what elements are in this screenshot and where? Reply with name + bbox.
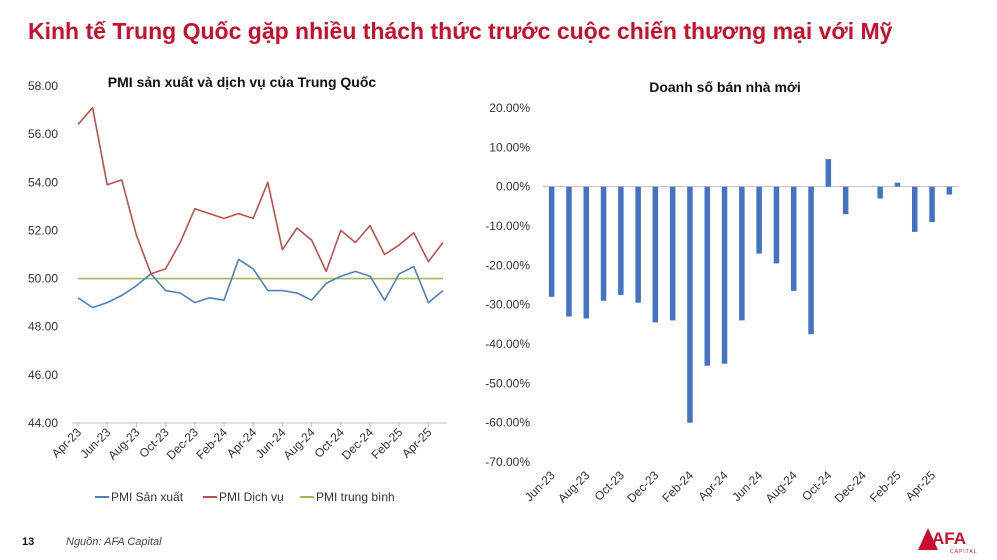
x-tick-label: Apr-24 (695, 468, 731, 504)
x-tick-label: Feb-25 (867, 468, 904, 505)
bar-May-25 (946, 186, 953, 195)
x-tick-label: Dec-24 (832, 468, 869, 505)
x-tick-label: Dec-23 (624, 468, 661, 505)
x-tick-label: Dec-24 (339, 425, 376, 462)
bar-Aug-24 (791, 186, 797, 291)
bar-Apr-25 (929, 186, 935, 223)
x-tick-label: Feb-25 (369, 425, 406, 462)
y-tick-label: 54.00 (28, 175, 58, 189)
x-tick-label: Feb-24 (193, 425, 230, 462)
y-tick-label: 0.00% (496, 180, 530, 194)
y-tick-label: 46.00 (28, 368, 58, 382)
bar-Dec-23 (652, 186, 659, 323)
bar-Feb-25 (894, 182, 901, 187)
afa-capital-logo: AFA CAPITAL (918, 522, 984, 556)
bar-Aug-23 (583, 186, 589, 319)
x-tick-label: Feb-24 (659, 468, 696, 505)
logo-text: AFA (932, 529, 966, 548)
bar-Apr-24 (721, 186, 728, 364)
y-tick-label: -60.00% (485, 416, 530, 430)
x-tick-label: Aug-23 (555, 468, 592, 505)
x-tick-label: Apr-25 (903, 468, 939, 504)
bar-Jan-24 (669, 186, 676, 321)
y-tick-label: -40.00% (485, 337, 530, 351)
y-tick-label: 50.00 (28, 272, 58, 286)
bar-Jun-24 (756, 186, 762, 254)
series-line-pmi-d-ch-v- (77, 106, 444, 275)
source-note: Nguồn: AFA Capital (66, 536, 162, 548)
bar-Feb-24 (687, 186, 693, 423)
pmi-chart-title: PMI sản xuất và dịch vụ của Trung Quốc (108, 74, 377, 90)
y-tick-label: -70.00% (485, 455, 530, 469)
bar-Oct-23 (618, 186, 624, 295)
y-tick-label: -20.00% (485, 258, 530, 272)
bar-Jul-23 (566, 186, 572, 317)
page-number: 13 (22, 536, 35, 548)
y-tick-label: -50.00% (485, 376, 530, 390)
legend-label: PMI Sản xuất (111, 490, 184, 504)
sales-chart-title: Doanh số bán nhà mới (649, 79, 801, 95)
y-tick-label: 10.00% (489, 140, 530, 154)
x-tick-label: Jun-24 (729, 468, 765, 504)
y-tick-label: 56.00 (28, 127, 58, 141)
bar-Sep-24 (808, 186, 814, 335)
page-title: Kinh tế Trung Quốc gặp nhiều thách thức … (28, 18, 893, 44)
pmi-line-chart: PMI sản xuất và dịch vụ của Trung Quốc 44… (28, 74, 447, 504)
new-home-sales-bar-chart: Doanh số bán nhà mới 20.00% 10.00% 0.00% -10… (485, 79, 958, 505)
x-tick-label: Aug-23 (105, 425, 142, 462)
legend-label: PMI trung bình (316, 490, 395, 504)
logo-triangle-icon (918, 528, 938, 550)
legend-label: PMI Dịch vụ (219, 490, 284, 504)
x-tick-label: Jun-23 (522, 468, 558, 504)
y-tick-label: -30.00% (485, 298, 530, 312)
logo-subtext: CAPITAL (950, 549, 978, 555)
x-tick-label: Aug-24 (763, 468, 800, 505)
x-tick-label: Aug-24 (280, 425, 317, 462)
y-tick-label: 58.00 (28, 79, 58, 93)
bar-Jun-23 (548, 186, 555, 297)
series-line-pmi-s-n-xu-t (77, 258, 444, 309)
y-tick-label: 20.00% (489, 101, 530, 115)
y-tick-label: 44.00 (28, 416, 58, 430)
x-tick-label: Oct-23 (592, 468, 628, 504)
x-tick-label: Oct-24 (799, 468, 835, 504)
bar-Sep-23 (600, 186, 607, 301)
bar-Nov-23 (635, 186, 641, 303)
y-tick-label: 52.00 (28, 223, 58, 237)
y-tick-label: 48.00 (28, 320, 58, 334)
x-tick-label: Apr-24 (224, 425, 260, 461)
y-tick-label: -10.00% (485, 219, 530, 233)
bar-Jul-24 (773, 186, 780, 264)
bar-May-24 (739, 186, 745, 321)
bar-Nov-24 (842, 186, 849, 215)
bar-Mar-24 (704, 186, 710, 366)
bar-Jan-25 (877, 186, 883, 199)
bar-Mar-25 (912, 186, 918, 232)
bar-Oct-24 (825, 159, 832, 187)
x-tick-label: Apr-23 (49, 425, 85, 461)
x-tick-label: Apr-25 (399, 425, 435, 461)
x-tick-label: Dec-23 (164, 425, 201, 462)
